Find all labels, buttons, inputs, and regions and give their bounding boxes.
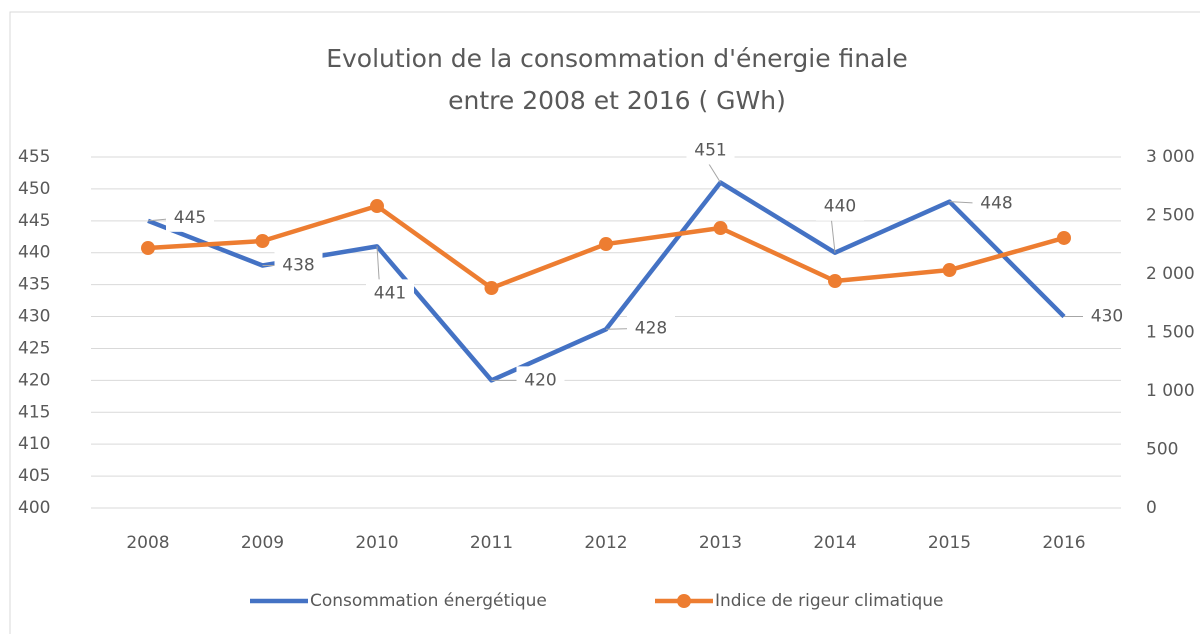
x-tick-label: 2013 [699, 533, 742, 553]
y2-tick-label: 1 500 [1146, 323, 1195, 343]
y-tick-label: 445 [18, 211, 50, 231]
label-bg [274, 251, 323, 280]
y2-tick-label: 3 000 [1146, 147, 1195, 167]
legend-label: Consommation énergétique [310, 591, 547, 611]
y2-tick-label: 1 000 [1146, 381, 1195, 401]
y-tick-label: 415 [18, 402, 50, 422]
y-tick-label: 410 [18, 434, 50, 454]
legend-marker [677, 594, 691, 608]
marker [942, 263, 957, 278]
data-label: 441 [374, 283, 406, 303]
label-bg [972, 189, 1021, 218]
label-bg [627, 314, 675, 343]
y-tick-label: 420 [18, 370, 50, 390]
chart-title: Evolution de la consommation d'énergie f… [326, 44, 908, 73]
data-label: 451 [694, 141, 726, 161]
y2-tick-label: 0 [1146, 498, 1157, 518]
y-tick-label: 405 [18, 466, 50, 486]
data-label: 428 [635, 318, 667, 338]
x-tick-label: 2015 [928, 533, 971, 553]
label-bg [516, 366, 565, 395]
y-tick-label: 455 [18, 147, 50, 167]
y2-tick-label: 2 000 [1146, 264, 1195, 284]
y-tick-label: 425 [18, 338, 50, 358]
data-label: 440 [824, 197, 856, 217]
y2-tick-label: 500 [1146, 440, 1178, 460]
data-label: 448 [980, 194, 1012, 214]
marker [484, 281, 499, 296]
label-bg [366, 279, 414, 308]
x-tick-label: 2010 [355, 533, 398, 553]
y2-tick-label: 2 500 [1146, 206, 1195, 226]
marker [255, 234, 270, 249]
data-label: 445 [174, 208, 206, 228]
label-bg [166, 203, 214, 232]
y-tick-label: 435 [18, 275, 50, 295]
data-label: 430 [1091, 307, 1123, 327]
marker [370, 199, 384, 214]
label-bg [686, 136, 735, 165]
data-label: 420 [524, 370, 556, 390]
data-label: 438 [282, 255, 314, 275]
marker [141, 241, 155, 256]
marker [599, 237, 613, 252]
x-tick-label: 2016 [1042, 533, 1085, 553]
chart-subtitle: entre 2008 et 2016 ( GWh) [448, 86, 786, 115]
label-bg [816, 192, 864, 221]
x-tick-label: 2009 [241, 533, 284, 553]
y-tick-label: 430 [18, 307, 50, 327]
y-tick-label: 440 [18, 243, 50, 263]
chart-border [9, 11, 1200, 634]
y-tick-label: 450 [18, 179, 50, 199]
x-tick-label: 2014 [813, 533, 856, 553]
marker [828, 274, 842, 289]
x-tick-label: 2012 [584, 533, 627, 553]
marker [713, 221, 728, 236]
y-tick-label: 400 [18, 498, 50, 518]
marker [1057, 230, 1071, 245]
label-bg [1083, 302, 1131, 331]
legend-label: Indice de rigeur climatique [715, 591, 943, 611]
x-tick-label: 2008 [126, 533, 169, 553]
x-tick-label: 2011 [470, 533, 513, 553]
